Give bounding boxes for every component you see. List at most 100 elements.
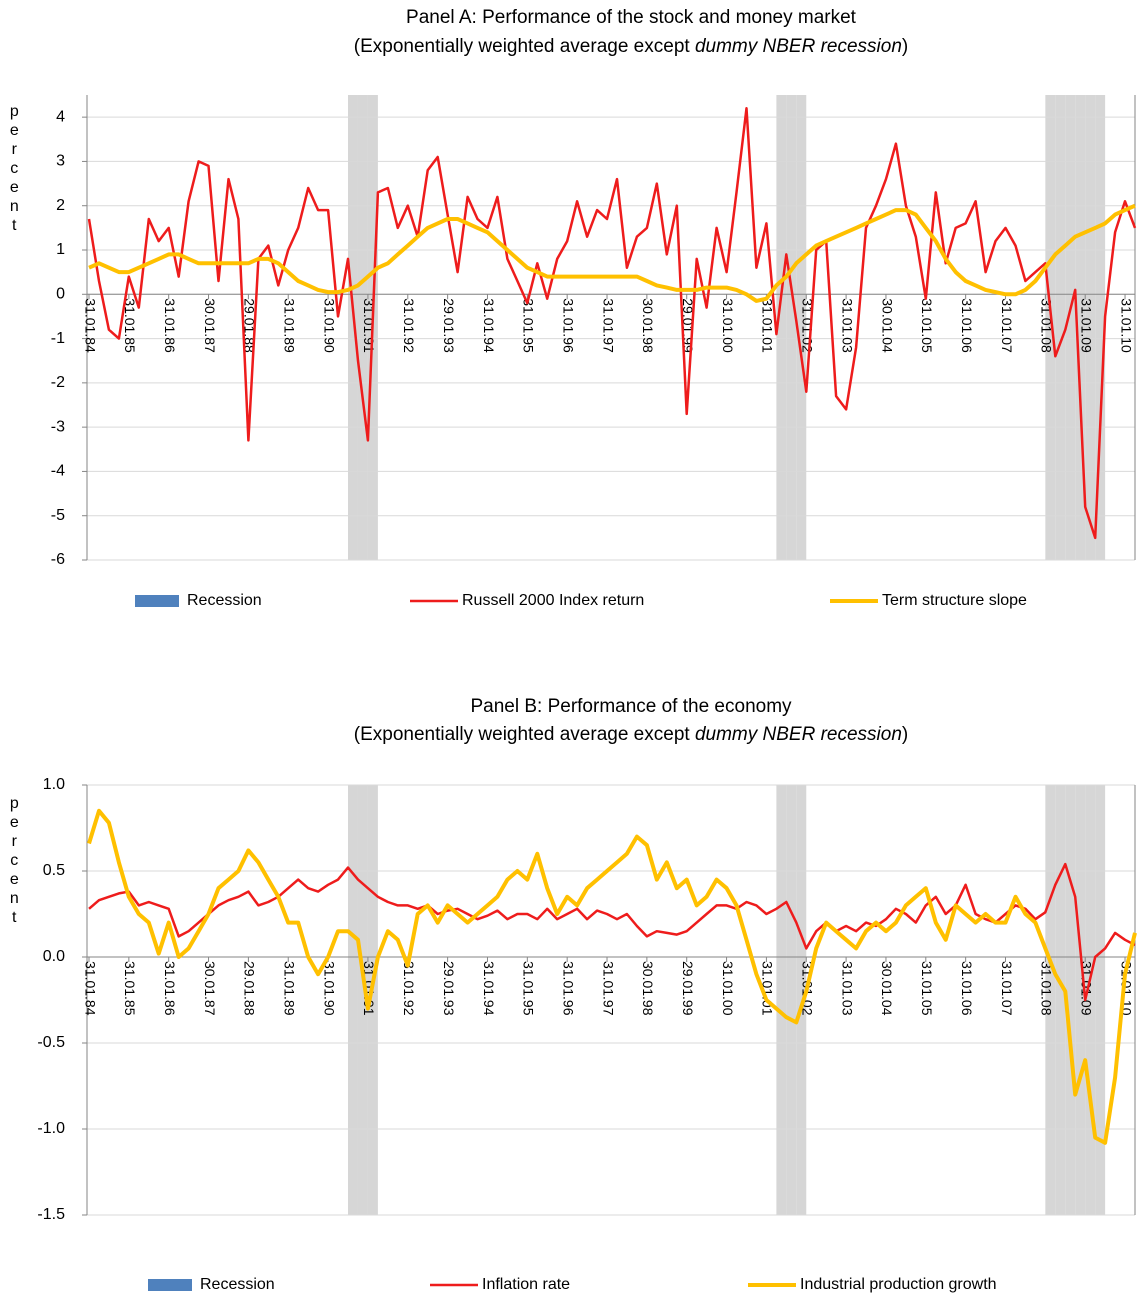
series-line — [88, 862, 1136, 1002]
y-tick-label: -3 — [51, 418, 65, 435]
x-tick-label: 30.01.04 — [879, 298, 895, 353]
y-tick-label: -2 — [51, 374, 65, 391]
chart-title: Panel A: Performance of the stock and mo… — [406, 7, 857, 28]
x-tick-label: 31.01.06 — [959, 298, 975, 353]
x-tick-label: 29.01.93 — [441, 961, 457, 1016]
x-tick-label: 31.01.03 — [839, 298, 855, 353]
y-tick-label: 1.0 — [43, 776, 65, 793]
chart-title: Panel B: Performance of the economy — [470, 696, 792, 717]
x-tick-label: 31.01.94 — [481, 298, 497, 353]
subtitle-part: dummy NBER recession — [695, 36, 902, 57]
series-line — [88, 203, 1136, 303]
y-tick-label: -1.0 — [37, 1120, 65, 1137]
y-axis-label: percent — [6, 795, 23, 928]
subtitle-part: ) — [902, 36, 908, 57]
x-tick-label: 31.01.89 — [282, 298, 298, 353]
x-tick-label: 31.01.90 — [321, 961, 337, 1016]
x-tick-label: 31.01.05 — [919, 298, 935, 353]
recession-band — [1085, 785, 1096, 1215]
y-tick-label: -6 — [51, 551, 65, 568]
recession-band — [357, 95, 368, 560]
x-tick-label: 31.01.89 — [282, 961, 298, 1016]
y-tick-label: 0.0 — [43, 948, 65, 965]
x-tick-label: 30.01.98 — [640, 298, 656, 353]
y-tick-label: 2 — [56, 197, 65, 214]
legend-label: Term structure slope — [882, 592, 1027, 609]
subtitle-part: ) — [902, 724, 908, 745]
x-tick-label: 31.01.92 — [401, 298, 417, 353]
y-tick-label: 0 — [56, 286, 65, 303]
recession-band — [796, 95, 807, 560]
x-tick-label: 31.01.96 — [560, 961, 576, 1016]
y-tick-label: -0.5 — [37, 1034, 65, 1051]
recession-band — [1065, 95, 1076, 560]
x-tick-label: 31.01.03 — [839, 961, 855, 1016]
recession-band — [1065, 785, 1076, 1215]
x-tick-label: 31.01.07 — [999, 298, 1015, 353]
recession-band — [348, 785, 358, 1215]
x-tick-label: 31.01.09 — [1078, 298, 1094, 353]
recession-band — [1045, 95, 1056, 560]
legend-label: Recession — [200, 1276, 275, 1293]
recession-band — [348, 95, 358, 560]
legend-swatch — [135, 595, 179, 607]
x-tick-label: 31.01.95 — [521, 961, 537, 1016]
recession-band — [1085, 95, 1096, 560]
subtitle-part: dummy NBER recession — [695, 724, 902, 745]
chart-subtitle: (Exponentially weighted average except d… — [354, 724, 908, 745]
legend-label: Russell 2000 Index return — [462, 592, 644, 609]
recession-band — [776, 785, 787, 1215]
x-tick-label: 30.01.87 — [202, 298, 218, 353]
x-tick-label: 31.01.85 — [122, 298, 138, 353]
x-tick-label: 31.01.95 — [521, 298, 537, 353]
recession-band — [367, 785, 378, 1215]
recession-band — [786, 95, 797, 560]
y-tick-label: -5 — [51, 507, 65, 524]
x-tick-label: 31.01.08 — [1039, 961, 1055, 1016]
x-tick-label: 30.01.87 — [202, 961, 218, 1016]
x-tick-label: 31.01.06 — [959, 961, 975, 1016]
x-tick-label: 31.01.91 — [361, 298, 377, 353]
x-tick-label: 29.01.99 — [680, 961, 696, 1016]
x-tick-label: 31.01.86 — [162, 298, 178, 353]
legend-label: Industrial production growth — [800, 1276, 997, 1293]
y-axis-label: percent — [6, 103, 23, 236]
recession-band — [1095, 785, 1106, 1215]
recession-band — [357, 785, 368, 1215]
y-tick-label: 0.5 — [43, 862, 65, 879]
subtitle-part: (Exponentially weighted average except — [354, 724, 695, 745]
y-tick-label: -1.5 — [37, 1206, 65, 1223]
recession-band — [1055, 95, 1066, 560]
x-tick-label: 31.01.85 — [122, 961, 138, 1016]
x-tick-label: 30.01.98 — [640, 961, 656, 1016]
recession-band — [776, 95, 787, 560]
x-tick-label: 31.01.84 — [82, 961, 98, 1016]
x-tick-label: 29.01.88 — [242, 961, 258, 1016]
x-tick-label: 31.01.00 — [720, 298, 736, 353]
x-tick-label: 29.01.93 — [441, 298, 457, 353]
recession-band — [1075, 785, 1086, 1215]
x-tick-label: 31.01.10 — [1118, 298, 1134, 353]
x-tick-label: 31.01.90 — [321, 298, 337, 353]
recession-band — [796, 785, 807, 1215]
x-tick-label: 31.01.92 — [401, 961, 417, 1016]
x-tick-label: 31.01.86 — [162, 961, 178, 1016]
legend-swatch — [148, 1279, 192, 1291]
legend-label: Recession — [187, 592, 262, 609]
x-tick-label: 31.01.84 — [82, 298, 98, 353]
x-tick-label: 31.01.05 — [919, 961, 935, 1016]
y-tick-label: 3 — [56, 153, 65, 170]
x-tick-label: 31.01.94 — [481, 961, 497, 1016]
subtitle-part: (Exponentially weighted average except — [354, 36, 695, 57]
recession-band — [786, 785, 797, 1215]
series-line — [87, 808, 1137, 1145]
y-tick-label: -1 — [51, 330, 65, 347]
recession-band — [1075, 95, 1086, 560]
series-line — [87, 107, 1137, 540]
x-tick-label: 30.01.04 — [879, 961, 895, 1016]
y-tick-label: 1 — [56, 241, 65, 258]
x-tick-label: 31.01.97 — [600, 961, 616, 1016]
recession-band — [1045, 785, 1056, 1215]
y-tick-label: -4 — [51, 463, 65, 480]
